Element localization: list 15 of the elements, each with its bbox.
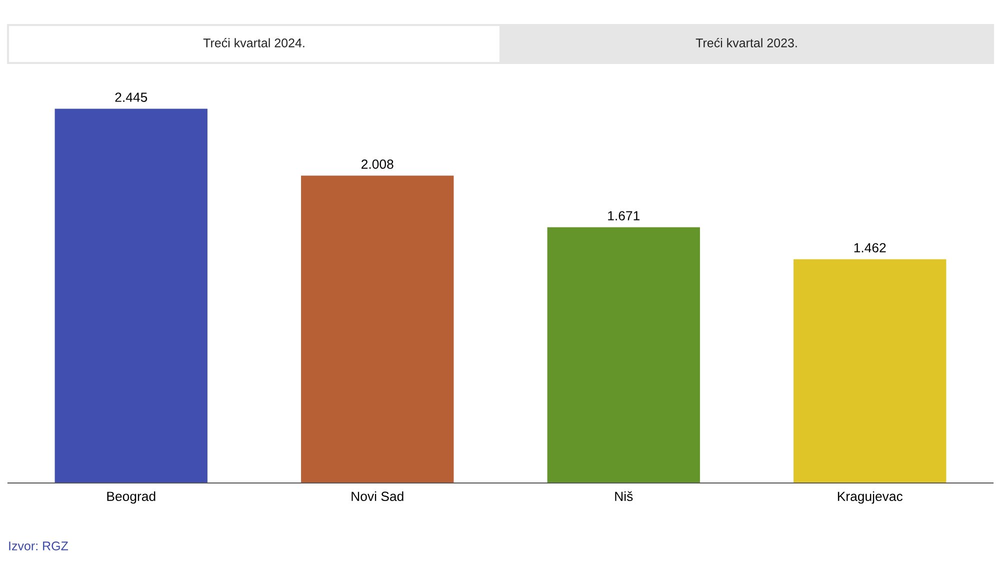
text: Izvor: RGZ: [9, 542, 68, 550]
x-tick-label: Niš: [615, 491, 633, 502]
x-tick-label: Kragujevac: [838, 491, 903, 504]
data-label: 1.671: [608, 211, 640, 220]
bar: [547, 227, 700, 483]
text: Treći kvartal 2023.: [696, 38, 797, 48]
bar: [794, 259, 946, 483]
x-tick-label: Novi Sad: [352, 491, 404, 502]
data-label: 1.462: [854, 243, 886, 252]
bar: [54, 108, 208, 483]
bar: [301, 176, 454, 483]
data-label: 2.008: [362, 159, 394, 169]
x-tick-label: Beograd: [107, 491, 156, 504]
text: Treći kvartal 2024.: [203, 38, 304, 48]
data-label: 2.445: [115, 92, 148, 102]
